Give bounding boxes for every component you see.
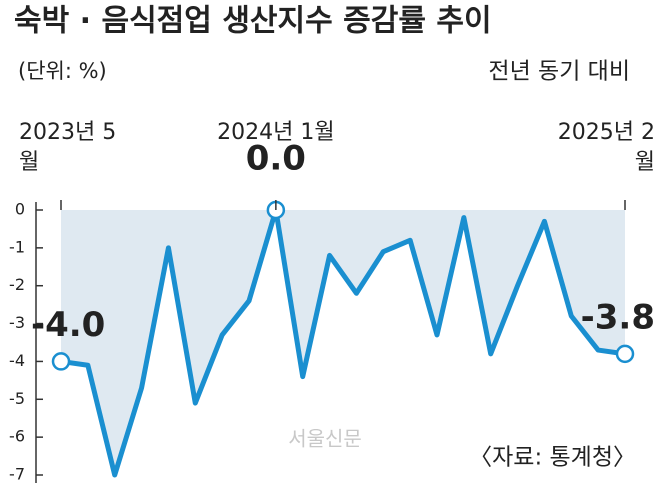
plot: 0 -1 -2 -3 -4 -5 -6 -7 -4.0 0.0 -3.8 [9, 139, 655, 484]
data-label: -3.8 [581, 297, 655, 337]
data-label: -4.0 [31, 305, 105, 345]
x-tick-label: 2024년 1월 [217, 120, 335, 145]
line [60, 207, 626, 478]
y-tick-label: -3 [9, 313, 25, 332]
unit: (단위: %) [18, 59, 107, 83]
x-tick-label: 2025년 2월 [557, 120, 655, 175]
y-tick-label: 0 [15, 200, 25, 219]
y-tick-label: -5 [9, 389, 25, 408]
note: 전년 동기 대비 [488, 59, 630, 85]
y-tick-label: -2 [9, 275, 25, 294]
source: 〈자료: 통계청〉 [469, 445, 636, 471]
marker [51, 352, 71, 371]
chart-title: 숙박 · 음식점업 생산지수 증감률 추이 [14, 4, 492, 39]
y-tick-label: -4 [9, 351, 25, 370]
y-tick-label: -7 [9, 465, 25, 484]
area [61, 210, 625, 475]
y-tick-label: -6 [9, 427, 25, 446]
watermark: 서울신문 [288, 427, 362, 451]
marker [615, 344, 635, 364]
y-tick-label: -1 [9, 237, 25, 256]
x-tick-label: 2023년 5월 [19, 120, 117, 175]
data-label: 0.0 [246, 139, 306, 179]
